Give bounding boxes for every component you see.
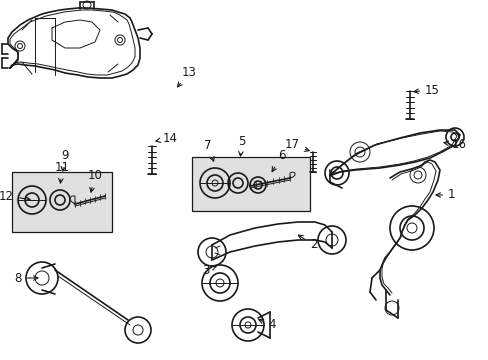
Bar xyxy=(192,157,309,211)
Text: 1: 1 xyxy=(435,189,454,202)
Text: 3: 3 xyxy=(202,264,216,276)
Text: 12: 12 xyxy=(0,189,30,202)
Text: 7: 7 xyxy=(204,139,214,161)
Text: 2: 2 xyxy=(298,235,317,252)
Text: 6: 6 xyxy=(271,149,285,172)
Text: 8: 8 xyxy=(15,271,38,284)
Text: 9: 9 xyxy=(61,149,69,171)
Text: 11: 11 xyxy=(54,161,69,183)
Text: 14: 14 xyxy=(156,131,178,144)
Text: 17: 17 xyxy=(285,139,308,152)
Text: 5: 5 xyxy=(238,135,245,156)
Text: 4: 4 xyxy=(258,319,275,332)
Bar xyxy=(12,172,112,232)
Text: 13: 13 xyxy=(177,66,197,87)
Text: 16: 16 xyxy=(443,139,466,152)
Text: 10: 10 xyxy=(87,169,102,192)
Text: 15: 15 xyxy=(413,84,439,96)
